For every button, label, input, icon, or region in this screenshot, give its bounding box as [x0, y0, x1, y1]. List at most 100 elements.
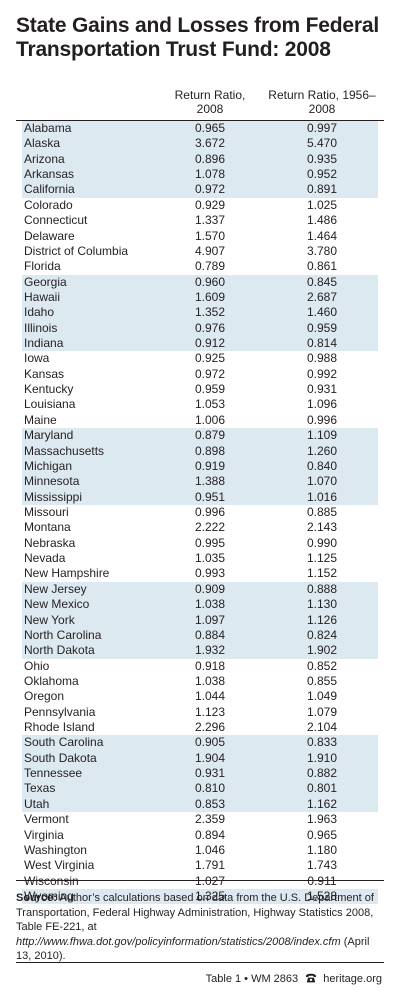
state-name: Kentucky: [24, 382, 74, 397]
return-ratio-1956-2008: 0.852: [306, 658, 338, 673]
footer: Table 1 • WM 2863 heritage.org: [206, 972, 382, 986]
return-ratio-2008: 0.995: [194, 535, 226, 550]
return-ratio-2008: 1.027: [194, 873, 226, 888]
return-ratio-2008: 1.570: [194, 228, 226, 243]
return-ratio-1956-2008: 1.126: [306, 612, 338, 627]
return-ratio-1956-2008: 0.885: [306, 504, 338, 519]
return-ratio-2008: 1.932: [194, 643, 226, 658]
return-ratio-2008: 0.960: [194, 274, 226, 289]
table-row: West Virginia 1.791 1.743: [22, 858, 378, 873]
return-ratio-1956-2008: 1.902: [306, 643, 338, 658]
return-ratio-2008: 4.907: [194, 243, 226, 258]
source-label: Source:: [16, 892, 57, 904]
return-ratio-1956-2008: 1.963: [306, 812, 338, 827]
return-ratio-1956-2008: 0.911: [307, 873, 337, 888]
return-ratio-2008: 0.810: [194, 781, 226, 796]
return-ratio-1956-2008: 0.882: [306, 766, 338, 781]
return-ratio-2008: 1.609: [194, 289, 226, 304]
table-row: Nebraska 0.995 0.990: [22, 536, 378, 551]
table-row: Idaho 1.352 1.460: [22, 305, 378, 321]
table-row: Arizona 0.896 0.935: [22, 151, 378, 168]
return-ratio-1956-2008: 0.992: [306, 366, 338, 381]
return-ratio-1956-2008: 1.260: [306, 443, 338, 458]
state-name: Louisiana: [24, 397, 76, 412]
return-ratio-1956-2008: 1.025: [306, 197, 338, 212]
table-row: Connecticut 1.337 1.486: [22, 213, 378, 228]
state-name: Georgia: [24, 274, 67, 289]
state-name: Maryland: [24, 428, 74, 443]
return-ratio-1956-2008: 1.528: [306, 888, 338, 903]
table-row: North Dakota 1.932 1.902: [22, 643, 378, 659]
return-ratio-2008: 0.931: [194, 766, 226, 781]
table-row: Indiana 0.912 0.814: [22, 336, 378, 352]
state-name: Delaware: [24, 228, 75, 243]
return-ratio-2008: 1.053: [194, 397, 226, 412]
data-table: Alabama 0.965 0.997 Alaska 3.672 5.470 Arizona…: [22, 121, 378, 905]
return-ratio-1956-2008: 0.965: [306, 827, 338, 842]
state-name: Vermont: [24, 812, 69, 827]
return-ratio-1956-2008: 1.486: [306, 213, 338, 228]
return-ratio-2008: 0.996: [194, 504, 226, 519]
state-name: Iowa: [24, 351, 50, 366]
return-ratio-2008: 0.905: [194, 735, 226, 750]
return-ratio-1956-2008: 0.814: [306, 336, 338, 351]
return-ratio-1956-2008: 0.996: [306, 412, 338, 427]
return-ratio-2008: 0.951: [194, 489, 226, 504]
return-ratio-2008: 1.325: [194, 888, 226, 903]
table-row: Texas 0.810 0.801: [22, 781, 378, 797]
table-row: Minnesota 1.388 1.070: [22, 474, 378, 490]
state-name: Nebraska: [24, 535, 76, 550]
table-row: District of Columbia 4.907 3.780: [22, 244, 378, 259]
return-ratio-1956-2008: 1.464: [306, 228, 338, 243]
return-ratio-1956-2008: 0.990: [306, 535, 338, 550]
site-link[interactable]: heritage.org: [323, 973, 382, 985]
table-row: Maryland 0.879 1.109: [22, 428, 378, 444]
state-name: Florida: [24, 259, 61, 274]
state-name: Virginia: [24, 827, 64, 842]
return-ratio-2008: 1.791: [194, 858, 226, 873]
table-row: Kentucky 0.959 0.931: [22, 382, 378, 397]
state-name: New York: [24, 612, 75, 627]
return-ratio-1956-2008: 0.959: [306, 320, 338, 335]
return-ratio-1956-2008: 0.891: [306, 182, 338, 197]
return-ratio-1956-2008: 1.130: [306, 597, 338, 612]
state-name: Rhode Island: [24, 720, 95, 735]
table-row: Utah 0.853 1.162: [22, 796, 378, 813]
return-ratio-2008: 0.879: [194, 428, 226, 443]
return-ratio-1956-2008: 1.743: [306, 858, 338, 873]
return-ratio-1956-2008: 0.861: [306, 259, 338, 274]
return-ratio-2008: 2.222: [194, 520, 226, 535]
column-header-1956-2008: Return Ratio, 1956–2008: [268, 88, 376, 116]
table-bottom-rule: [16, 880, 384, 881]
return-ratio-2008: 1.078: [194, 167, 226, 182]
state-name: Minnesota: [24, 474, 80, 489]
table-row: Nevada 1.035 1.125: [22, 551, 378, 566]
return-ratio-2008: 1.044: [194, 689, 226, 704]
state-name: Oklahoma: [24, 673, 79, 688]
table-row: Montana 2.222 2.143: [22, 520, 378, 535]
page-title: State Gains and Losses from Federal Tran…: [16, 14, 379, 61]
table-row: Alabama 0.965 0.997: [22, 121, 378, 137]
state-name: Mississippi: [24, 489, 83, 504]
return-ratio-2008: 0.959: [194, 382, 226, 397]
table-top-rule: [16, 120, 384, 121]
return-ratio-2008: 0.912: [194, 336, 226, 351]
return-ratio-1956-2008: 0.824: [306, 627, 338, 642]
state-name: Colorado: [24, 197, 73, 212]
table-row: Delaware 1.570 1.464: [22, 229, 378, 244]
state-name: Wisconsin: [24, 873, 79, 888]
return-ratio-1956-2008: 1.049: [306, 689, 338, 704]
source-text: Author’s calculations based on data from…: [16, 892, 374, 933]
return-ratio-2008: 0.972: [194, 182, 226, 197]
source-url[interactable]: http://www.fhwa.dot.gov/policyinformatio…: [16, 935, 341, 948]
state-name: Indiana: [24, 336, 64, 351]
table-row: Wisconsin 1.027 0.911: [22, 874, 378, 889]
table-row: Ohio 0.918 0.852: [22, 659, 378, 674]
return-ratio-1956-2008: 0.855: [306, 673, 338, 688]
state-name: Oregon: [24, 689, 65, 704]
return-ratio-2008: 1.388: [194, 474, 226, 489]
return-ratio-1956-2008: 1.109: [306, 428, 338, 443]
state-name: South Carolina: [24, 735, 104, 750]
return-ratio-2008: 1.038: [194, 597, 226, 612]
